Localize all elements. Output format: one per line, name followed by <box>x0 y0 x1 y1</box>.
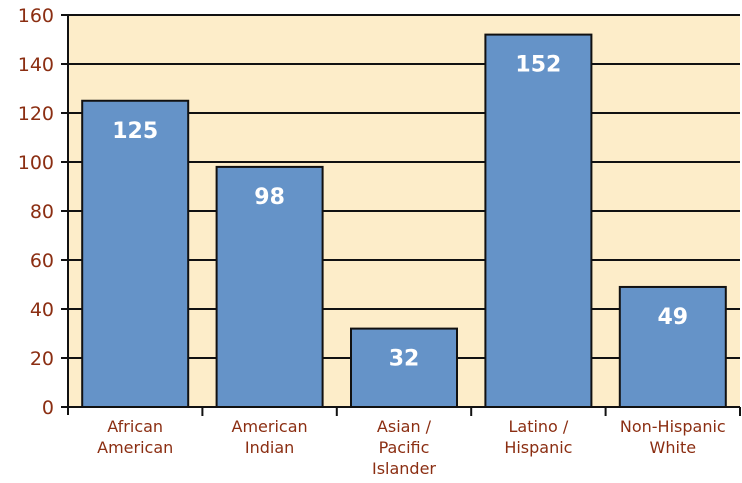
bar-value-label: 49 <box>657 305 688 330</box>
y-tick-label: 160 <box>18 5 54 27</box>
x-category-label: African American <box>97 417 173 457</box>
x-category-label-line: American <box>232 417 308 436</box>
x-category-label-line: Latino / <box>508 417 568 436</box>
x-category-label: Non-Hispanic White <box>620 417 726 457</box>
x-category-label: American Indian <box>232 417 308 457</box>
x-category-label-line: African <box>107 417 163 436</box>
y-tick-label: 60 <box>30 250 54 272</box>
x-category-label-line: Asian / <box>377 417 432 436</box>
y-tick-label: 40 <box>30 299 54 321</box>
y-tick-label: 0 <box>42 397 54 419</box>
bar <box>618 285 727 409</box>
axes <box>67 15 741 416</box>
bar-value-labels: 125 98 32 152 49 <box>112 53 688 372</box>
bar <box>81 99 190 408</box>
x-category-label-line: Non-Hispanic <box>620 417 726 436</box>
x-category-label-line: Islander <box>372 459 436 478</box>
bar <box>215 165 324 408</box>
x-category-label-line: White <box>650 438 697 457</box>
bar-value-label: 152 <box>515 53 561 78</box>
bar <box>350 327 458 409</box>
bars <box>81 33 727 409</box>
y-tick-label: 100 <box>18 152 54 174</box>
x-category-label-line: American <box>97 438 173 457</box>
x-category-label: Latino / Hispanic <box>504 417 572 457</box>
y-tick-label: 120 <box>18 103 54 125</box>
x-category-label-line: Hispanic <box>504 438 572 457</box>
y-tick-label: 80 <box>30 201 54 223</box>
y-tick-label: 20 <box>30 348 54 370</box>
bar-value-label: 125 <box>112 119 158 144</box>
bar-value-label: 98 <box>254 185 285 210</box>
x-category-label-line: Indian <box>245 438 294 457</box>
x-category-label: Asian / Pacific Islander <box>372 417 436 478</box>
y-tick-labels: 0 20 40 60 80 100 120 140 160 <box>18 5 54 419</box>
bar-value-label: 32 <box>389 347 420 372</box>
x-category-labels: African American American Indian Asian / Paci… <box>97 417 726 478</box>
bar <box>484 33 593 408</box>
y-tick-label: 140 <box>18 54 54 76</box>
x-category-label-line: Pacific <box>379 438 430 457</box>
